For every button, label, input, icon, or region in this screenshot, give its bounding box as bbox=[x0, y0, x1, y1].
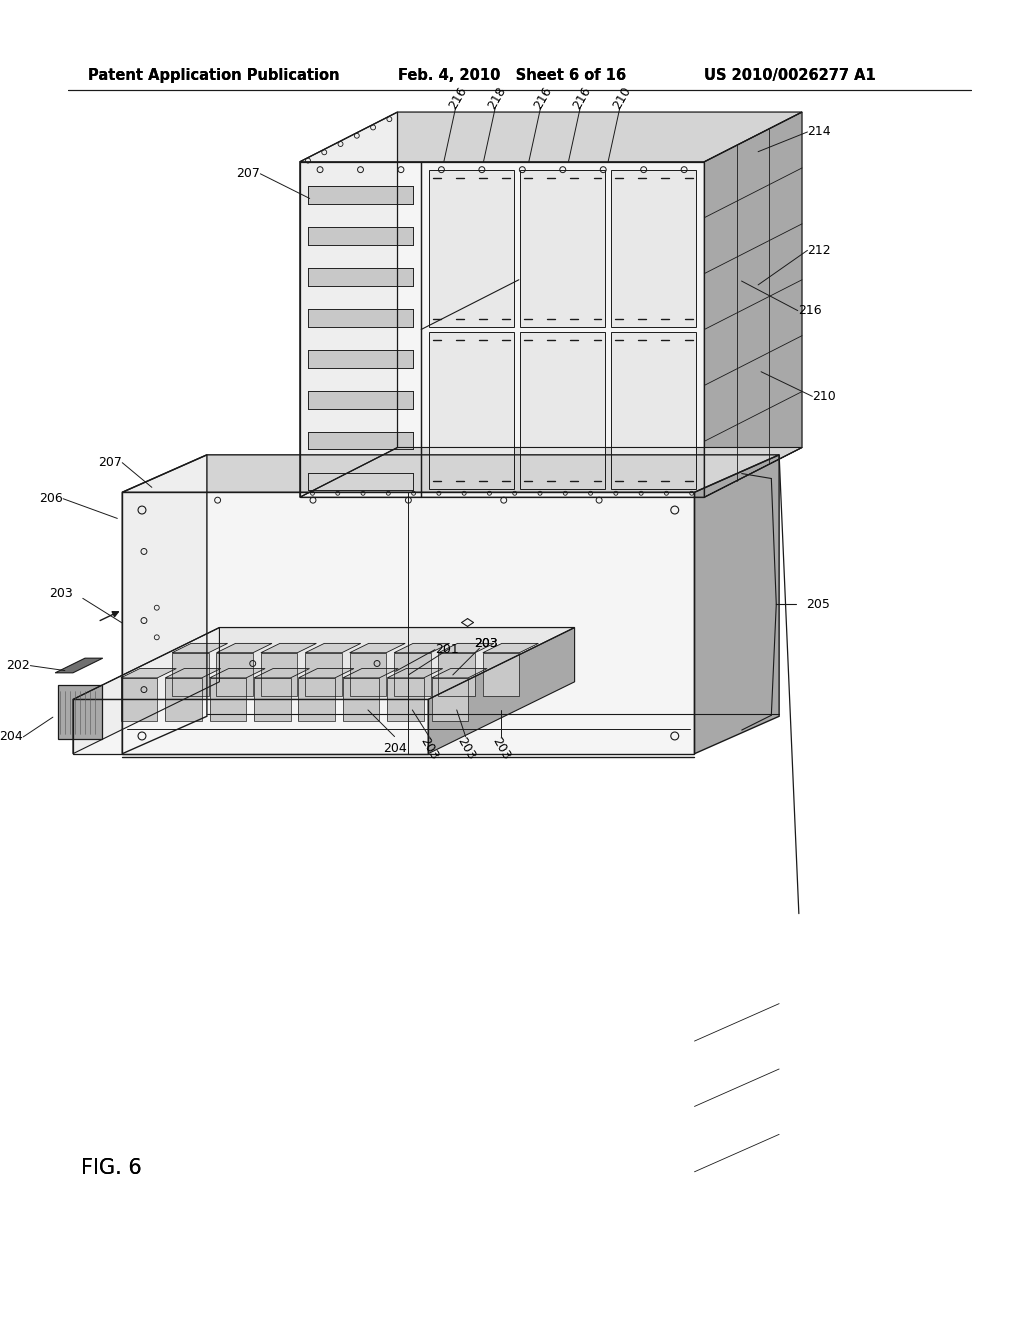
Polygon shape bbox=[261, 652, 297, 696]
Text: 203: 203 bbox=[489, 735, 513, 762]
Polygon shape bbox=[122, 492, 694, 754]
Polygon shape bbox=[300, 112, 802, 162]
Polygon shape bbox=[73, 627, 574, 700]
Polygon shape bbox=[387, 668, 442, 678]
Polygon shape bbox=[210, 678, 246, 721]
Polygon shape bbox=[483, 652, 519, 696]
Polygon shape bbox=[438, 652, 475, 696]
Polygon shape bbox=[216, 652, 253, 696]
Polygon shape bbox=[305, 643, 360, 652]
Polygon shape bbox=[308, 186, 414, 205]
Polygon shape bbox=[438, 643, 494, 652]
Polygon shape bbox=[308, 350, 414, 368]
Text: 203: 203 bbox=[454, 735, 477, 762]
Text: Patent Application Publication: Patent Application Publication bbox=[88, 69, 339, 83]
Polygon shape bbox=[520, 333, 605, 490]
Text: 210: 210 bbox=[610, 84, 634, 111]
Polygon shape bbox=[308, 268, 414, 286]
Polygon shape bbox=[210, 668, 265, 678]
Polygon shape bbox=[216, 643, 272, 652]
Polygon shape bbox=[165, 678, 202, 721]
Polygon shape bbox=[73, 627, 219, 754]
Polygon shape bbox=[121, 678, 158, 721]
Polygon shape bbox=[300, 162, 421, 498]
Text: FIG. 6: FIG. 6 bbox=[81, 1158, 141, 1177]
Polygon shape bbox=[298, 668, 354, 678]
Polygon shape bbox=[308, 227, 414, 246]
Polygon shape bbox=[305, 652, 342, 696]
Polygon shape bbox=[121, 668, 176, 678]
Polygon shape bbox=[254, 678, 291, 721]
Text: 203: 203 bbox=[418, 735, 440, 762]
Text: 216: 216 bbox=[446, 84, 469, 111]
Text: 210: 210 bbox=[812, 389, 837, 403]
Polygon shape bbox=[172, 652, 209, 696]
Text: 212: 212 bbox=[808, 244, 831, 257]
Polygon shape bbox=[429, 170, 514, 326]
Polygon shape bbox=[343, 668, 398, 678]
Polygon shape bbox=[429, 333, 514, 490]
Polygon shape bbox=[308, 391, 414, 409]
Text: FIG. 6: FIG. 6 bbox=[81, 1158, 141, 1177]
Text: 206: 206 bbox=[39, 492, 63, 506]
Polygon shape bbox=[343, 678, 379, 721]
Polygon shape bbox=[57, 685, 102, 739]
Polygon shape bbox=[520, 170, 605, 326]
Text: 216: 216 bbox=[798, 304, 821, 317]
Polygon shape bbox=[308, 309, 414, 327]
Polygon shape bbox=[705, 112, 802, 498]
Polygon shape bbox=[421, 162, 705, 498]
Polygon shape bbox=[73, 700, 428, 754]
Polygon shape bbox=[394, 643, 450, 652]
Polygon shape bbox=[308, 473, 414, 490]
Polygon shape bbox=[431, 678, 468, 721]
Polygon shape bbox=[349, 643, 406, 652]
Text: 204: 204 bbox=[0, 730, 24, 743]
Polygon shape bbox=[349, 652, 386, 696]
Polygon shape bbox=[122, 455, 207, 754]
Text: 204: 204 bbox=[383, 742, 407, 755]
Polygon shape bbox=[122, 455, 779, 492]
Polygon shape bbox=[694, 455, 779, 754]
Polygon shape bbox=[261, 643, 316, 652]
Polygon shape bbox=[165, 668, 221, 678]
Text: 203: 203 bbox=[474, 636, 498, 649]
Polygon shape bbox=[387, 678, 424, 721]
Text: 201: 201 bbox=[435, 643, 459, 656]
Polygon shape bbox=[431, 668, 487, 678]
Text: 216: 216 bbox=[531, 84, 554, 111]
Text: 214: 214 bbox=[808, 125, 831, 139]
Text: 218: 218 bbox=[485, 84, 509, 111]
Polygon shape bbox=[611, 170, 696, 326]
Text: 207: 207 bbox=[237, 168, 260, 181]
Text: 205: 205 bbox=[806, 598, 829, 611]
Text: US 2010/0026277 A1: US 2010/0026277 A1 bbox=[705, 69, 877, 83]
Polygon shape bbox=[254, 668, 309, 678]
Text: 203: 203 bbox=[49, 587, 73, 599]
Polygon shape bbox=[611, 333, 696, 490]
Text: 202: 202 bbox=[6, 659, 31, 672]
Text: Feb. 4, 2010   Sheet 6 of 16: Feb. 4, 2010 Sheet 6 of 16 bbox=[398, 69, 627, 83]
Text: 207: 207 bbox=[98, 457, 122, 469]
Polygon shape bbox=[298, 678, 335, 721]
Text: Patent Application Publication: Patent Application Publication bbox=[88, 69, 339, 83]
Text: Feb. 4, 2010   Sheet 6 of 16: Feb. 4, 2010 Sheet 6 of 16 bbox=[398, 69, 627, 83]
Text: 203: 203 bbox=[474, 636, 498, 649]
Polygon shape bbox=[428, 627, 574, 754]
Polygon shape bbox=[300, 447, 802, 498]
Polygon shape bbox=[394, 652, 430, 696]
Polygon shape bbox=[172, 643, 227, 652]
Text: 216: 216 bbox=[570, 84, 594, 111]
Polygon shape bbox=[308, 432, 414, 449]
Polygon shape bbox=[483, 643, 539, 652]
Text: US 2010/0026277 A1: US 2010/0026277 A1 bbox=[705, 69, 877, 83]
Polygon shape bbox=[55, 659, 102, 673]
Polygon shape bbox=[300, 112, 397, 498]
